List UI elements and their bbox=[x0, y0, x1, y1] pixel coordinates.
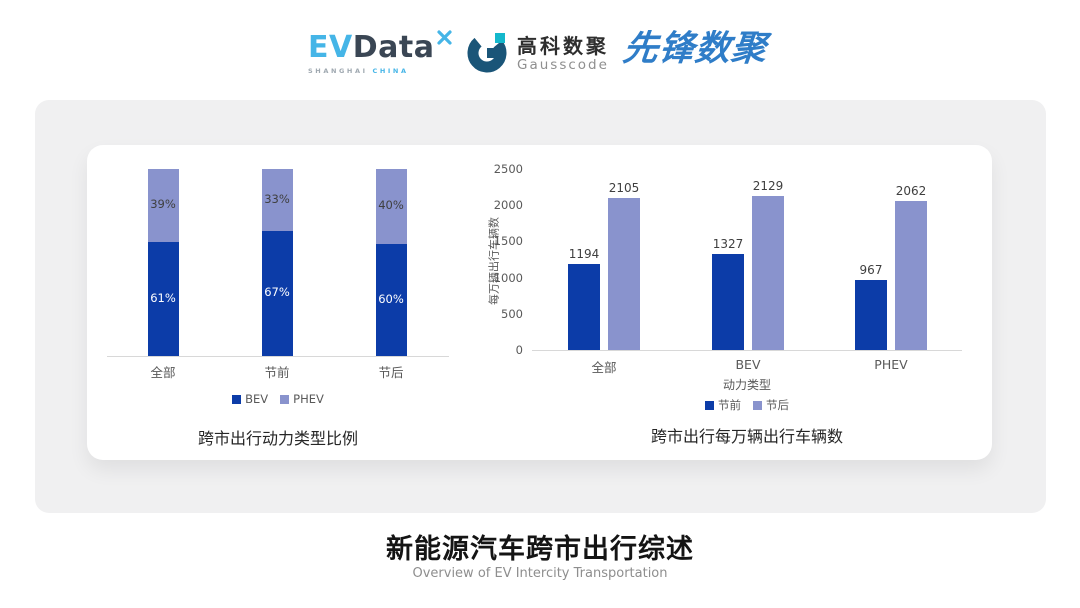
gausscode-g-icon bbox=[466, 31, 508, 77]
x-axis-line bbox=[107, 356, 449, 357]
bar bbox=[752, 195, 784, 350]
proportion-chart: BEV PHEV 跨市出行动力类型比例 61% 39% 全部 67% 33% 节前 60% 40… bbox=[87, 145, 467, 460]
legend-label: 节前 bbox=[718, 398, 741, 412]
value-label: 2105 bbox=[608, 180, 640, 195]
evdata-sub-china: CHINA bbox=[372, 67, 409, 75]
pioneer-logo: 先锋数聚 bbox=[620, 29, 770, 69]
page-title: 新能源汽车跨市出行综述 bbox=[386, 534, 694, 565]
y-tick-label: 0 bbox=[515, 343, 523, 357]
bar-segment bbox=[375, 169, 407, 244]
legend-label: PHEV bbox=[293, 392, 324, 406]
legend-swatch bbox=[753, 400, 762, 410]
evdata-logo: EV Data SHANGHAI CHINA bbox=[308, 30, 453, 75]
gausscode-en-text: Gausscode bbox=[517, 56, 609, 73]
bar bbox=[608, 197, 640, 350]
volume-legend: 节前 节后 bbox=[532, 397, 962, 413]
legend-item: 节后 bbox=[753, 397, 789, 413]
value-label: 2062 bbox=[895, 183, 927, 198]
y-tick-label: 500 bbox=[501, 306, 523, 321]
segment-label: 61% bbox=[150, 290, 176, 305]
category-label: BEV bbox=[735, 357, 761, 372]
value-label: 2129 bbox=[752, 178, 784, 193]
segment-label: 67% bbox=[264, 285, 290, 300]
bar bbox=[855, 279, 887, 350]
evdata-wordmark: EV Data bbox=[308, 30, 453, 65]
value-label: 1194 bbox=[568, 246, 600, 261]
legend-swatch bbox=[705, 400, 714, 410]
volume-chart: 每万辆出行车辆数 动力类型 节前 节后 跨市出行每万辆出行车辆数 0 500 1000… bbox=[467, 145, 992, 460]
y-tick-label: 1000 bbox=[493, 270, 523, 285]
legend-item: PHEV bbox=[280, 392, 324, 406]
bar-segment bbox=[147, 169, 179, 242]
value-label: 967 bbox=[859, 262, 883, 277]
propeller-x-icon bbox=[436, 29, 453, 49]
legend-item: 节前 bbox=[705, 397, 741, 413]
evdata-sub-shanghai: SHANGHAI bbox=[308, 67, 373, 75]
segment-label: 33% bbox=[264, 191, 290, 206]
category-label: 节前 bbox=[264, 365, 290, 380]
legend-item: BEV bbox=[232, 392, 268, 406]
category-label: 全部 bbox=[591, 360, 617, 375]
evdata-data-text: Data bbox=[352, 30, 435, 65]
segment-label: 40% bbox=[378, 198, 404, 213]
volume-chart-title: 跨市出行每万辆出行车辆数 bbox=[650, 427, 843, 446]
bar-segment bbox=[147, 241, 179, 356]
category-label: PHEV bbox=[874, 357, 908, 372]
summary-card: BEV PHEV 跨市出行动力类型比例 61% 39% 全部 67% 33% 节前 60% 40… bbox=[35, 100, 1046, 513]
charts-panel: BEV PHEV 跨市出行动力类型比例 61% 39% 全部 67% 33% 节前 60% 40… bbox=[87, 145, 992, 460]
x-axis-line bbox=[532, 350, 962, 351]
evdata-subtitle: SHANGHAI CHINA bbox=[308, 67, 453, 75]
bar bbox=[895, 200, 927, 350]
volume-x-axis-label: 动力类型 bbox=[722, 378, 771, 392]
value-label: 1327 bbox=[712, 236, 744, 251]
y-tick-label: 1500 bbox=[493, 234, 523, 249]
proportion-chart-title: 跨市出行动力类型比例 bbox=[197, 429, 358, 448]
segment-label: 39% bbox=[150, 197, 176, 212]
bar bbox=[568, 263, 600, 350]
bar bbox=[712, 253, 744, 350]
bar-segment bbox=[261, 230, 293, 356]
gausscode-cn-text: 高科数聚 bbox=[517, 33, 609, 58]
y-tick-label: 2000 bbox=[493, 198, 523, 213]
category-label: 全部 bbox=[150, 365, 176, 380]
page-subtitle: Overview of EV Intercity Transportation bbox=[412, 566, 668, 581]
gausscode-logo: 高科数聚 Gausscode bbox=[466, 31, 609, 77]
y-tick-label: 2500 bbox=[493, 162, 523, 176]
legend-label: 节后 bbox=[766, 398, 789, 412]
proportion-legend: BEV PHEV bbox=[107, 392, 449, 406]
bar-segment bbox=[375, 243, 407, 356]
bar-segment bbox=[261, 169, 293, 231]
segment-label: 60% bbox=[378, 291, 404, 306]
legend-swatch bbox=[232, 394, 242, 404]
legend-label: BEV bbox=[245, 392, 269, 406]
legend-swatch bbox=[280, 394, 290, 404]
category-label: 节后 bbox=[378, 365, 404, 380]
evdata-ev-text: EV bbox=[308, 30, 353, 65]
